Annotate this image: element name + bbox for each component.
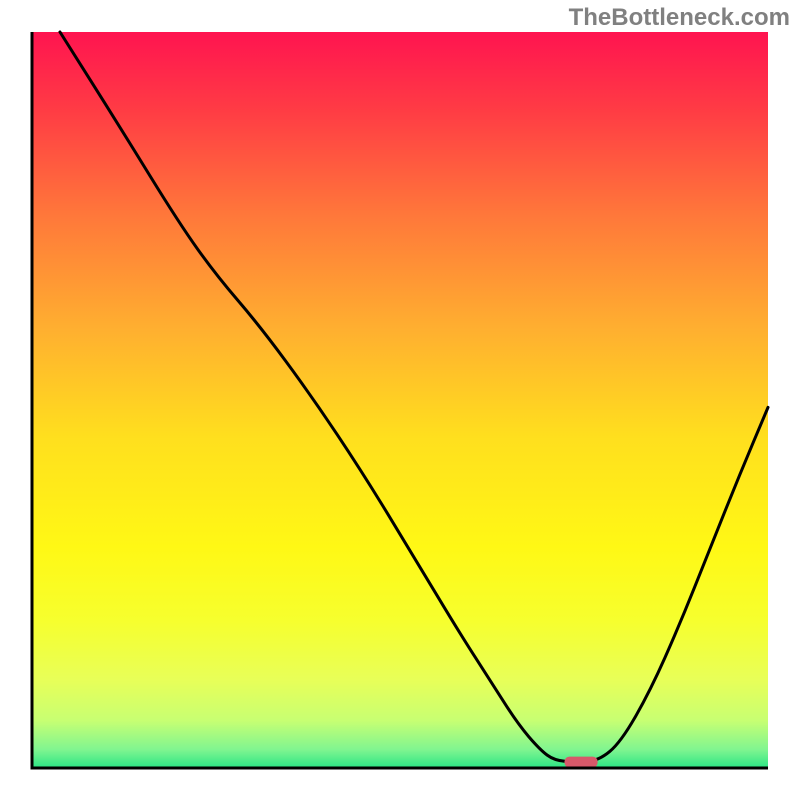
bottleneck-chart <box>30 30 770 770</box>
watermark-label: TheBottleneck.com <box>569 4 790 32</box>
chart-background <box>32 32 768 768</box>
optimal-marker <box>565 757 598 768</box>
chart-svg <box>30 30 770 770</box>
